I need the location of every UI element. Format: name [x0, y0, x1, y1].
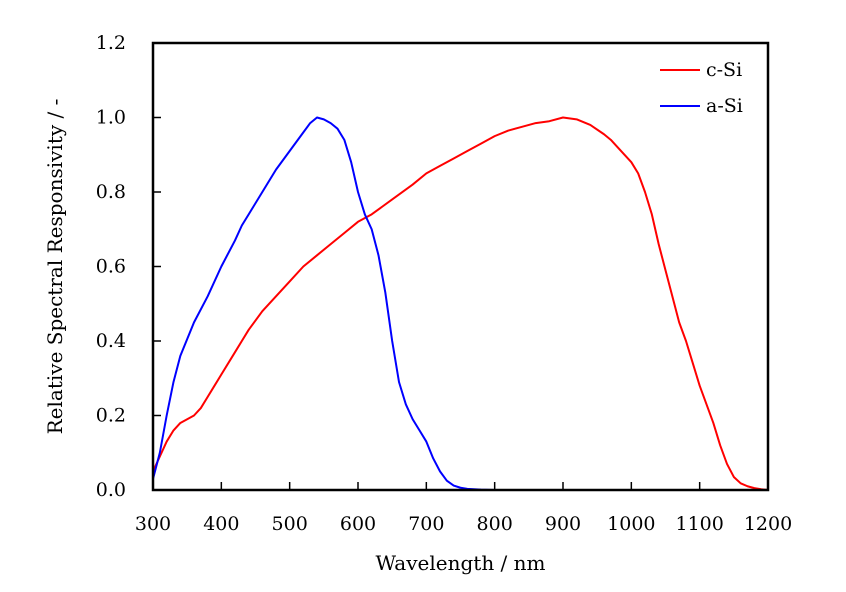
- x-axis-title: Wavelength / nm: [375, 551, 545, 575]
- y-tick-labels: 0.0 0.2 0.4 0.6 0.8 1.0 1.2: [96, 32, 126, 501]
- y-tick-label: 0.0: [96, 479, 126, 501]
- plot-area: [152, 116, 769, 491]
- x-tick-label: 900: [545, 513, 581, 535]
- y-tick-label: 0.6: [96, 256, 126, 278]
- x-tick-labels: 300 400 500 600 700 800 900 1000 1100 1200: [135, 513, 792, 535]
- x-tick-label: 1200: [744, 513, 792, 535]
- x-tick-label: 600: [340, 513, 376, 535]
- y-tick-label: 1.2: [96, 32, 126, 54]
- x-tick-label: 700: [408, 513, 444, 535]
- legend: c-Si a-Si: [660, 59, 743, 117]
- x-tick-label: 800: [477, 513, 513, 535]
- x-tick-label: 300: [135, 513, 171, 535]
- legend-label: a-Si: [706, 95, 743, 117]
- series-line-c-si: [152, 116, 769, 491]
- y-tick-label: 0.8: [96, 181, 126, 203]
- x-tick-label: 500: [272, 513, 308, 535]
- x-tick-label: 1100: [675, 513, 723, 535]
- y-axis-title: Relative Spectral Responsivity / -: [43, 99, 67, 435]
- axis-ticks: [152, 42, 769, 491]
- legend-label: c-Si: [706, 59, 742, 81]
- y-tick-label: 0.4: [96, 330, 126, 352]
- series-line-a-si: [152, 116, 563, 491]
- y-tick-label: 1.0: [96, 107, 126, 129]
- y-tick-label: 0.2: [96, 405, 126, 427]
- x-tick-label: 1000: [607, 513, 655, 535]
- x-tick-label: 400: [203, 513, 239, 535]
